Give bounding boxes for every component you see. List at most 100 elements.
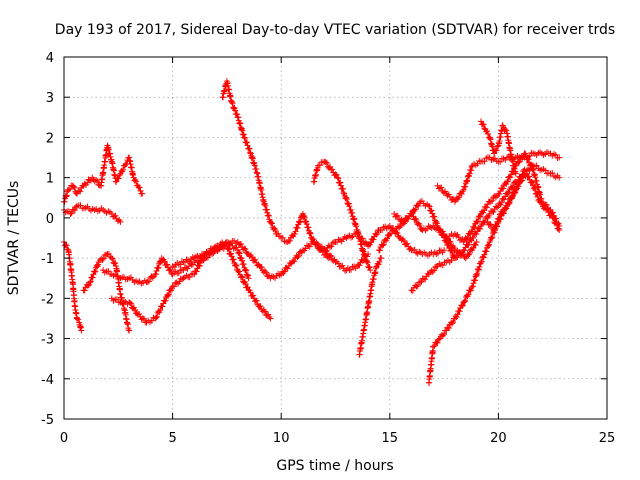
data-point	[450, 319, 457, 326]
data-point	[552, 151, 559, 158]
data-point	[456, 308, 463, 315]
data-point	[272, 226, 279, 233]
data-point	[508, 171, 515, 178]
data-point	[481, 251, 488, 258]
data-point	[247, 149, 254, 156]
data-point	[87, 279, 94, 286]
data-point	[251, 162, 258, 169]
data-point	[466, 251, 473, 258]
data-point	[346, 203, 353, 210]
data-point	[469, 283, 476, 290]
data-point	[413, 216, 420, 223]
data-point	[105, 268, 112, 275]
data-point	[236, 268, 243, 275]
data-point	[526, 173, 533, 180]
y-tick-label: -5	[41, 413, 54, 428]
data-point	[470, 234, 477, 241]
data-point	[239, 127, 246, 134]
data-point	[153, 268, 160, 275]
data-point	[221, 242, 228, 249]
data-point	[141, 315, 148, 322]
data-point	[238, 273, 245, 280]
data-point	[480, 207, 487, 214]
y-tick-label: -3	[41, 333, 54, 348]
data-point	[303, 221, 310, 228]
data-point	[470, 280, 477, 287]
data-point	[232, 261, 239, 268]
data-point	[487, 221, 494, 228]
data-point	[474, 219, 481, 226]
data-point	[366, 264, 373, 271]
data-point	[530, 185, 537, 192]
series-track-g	[169, 237, 372, 282]
data-point	[509, 193, 516, 200]
data-point	[251, 159, 258, 166]
data-point	[237, 120, 244, 127]
data-point	[441, 331, 448, 338]
data-point	[470, 244, 477, 251]
data-point	[214, 245, 221, 252]
data-point	[284, 265, 291, 272]
x-tick-label: 25	[599, 431, 616, 446]
data-point	[534, 194, 541, 201]
series-track-n	[408, 162, 563, 294]
data-point	[532, 186, 539, 193]
data-point	[519, 177, 526, 184]
data-point	[74, 315, 81, 322]
data-point	[224, 245, 231, 252]
data-point	[431, 213, 438, 220]
data-point	[345, 200, 352, 207]
data-point	[258, 264, 265, 271]
data-point	[170, 283, 177, 290]
data-point	[494, 218, 501, 225]
data-point	[266, 272, 273, 279]
data-point	[425, 202, 432, 209]
data-point	[253, 169, 260, 176]
data-point	[322, 247, 329, 254]
data-point	[409, 287, 416, 294]
data-point	[438, 184, 445, 191]
data-point	[478, 258, 485, 265]
data-point	[327, 243, 334, 250]
data-point	[454, 254, 461, 261]
y-tick-label: -1	[41, 252, 54, 267]
data-point	[136, 184, 143, 191]
data-point	[351, 216, 358, 223]
series-track-k	[356, 255, 385, 358]
data-point	[472, 277, 479, 284]
data-point	[236, 250, 243, 257]
data-point	[261, 308, 268, 315]
data-point	[109, 255, 116, 262]
data-point	[459, 302, 466, 309]
data-point	[239, 274, 246, 281]
y-axis-label: SDTVAR / TECUs	[6, 181, 22, 296]
data-point	[242, 246, 249, 253]
data-point	[162, 297, 169, 304]
data-point	[238, 241, 245, 248]
data-point	[301, 214, 308, 221]
data-point	[243, 267, 250, 274]
data-point	[365, 264, 372, 271]
data-point	[230, 256, 237, 263]
data-point	[164, 261, 171, 268]
data-point	[437, 227, 444, 234]
data-point	[113, 296, 120, 303]
data-point	[503, 127, 510, 134]
data-point	[337, 179, 344, 186]
data-point	[253, 297, 260, 304]
data-point	[241, 245, 248, 252]
series-track-j	[321, 222, 448, 259]
data-point	[459, 302, 466, 309]
data-point	[248, 253, 255, 260]
data-point	[428, 207, 435, 214]
data-point	[507, 174, 514, 181]
data-point	[527, 161, 534, 168]
data-point	[208, 245, 215, 252]
data-point	[85, 281, 92, 288]
x-axis-label: GPS time / hours	[276, 458, 393, 474]
data-point	[416, 222, 423, 229]
data-point	[313, 240, 320, 247]
data-point	[485, 242, 492, 249]
data-point	[78, 327, 85, 334]
data-point	[84, 282, 91, 289]
